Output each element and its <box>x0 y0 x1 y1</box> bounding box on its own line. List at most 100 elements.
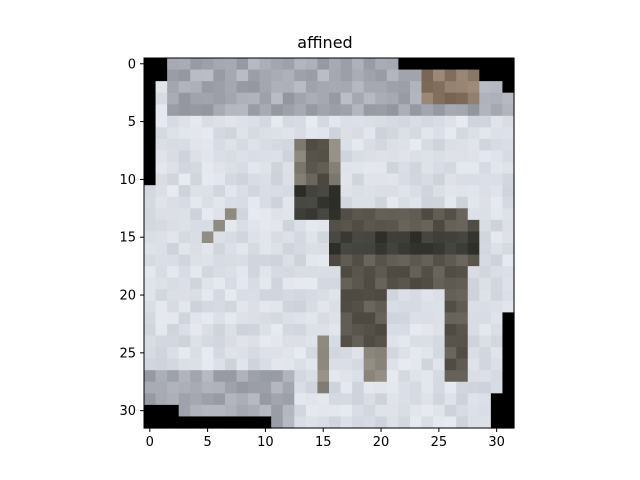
image-pixel <box>490 162 504 175</box>
image-pixel <box>144 266 157 279</box>
image-pixel <box>178 416 191 429</box>
image-pixel <box>421 81 434 94</box>
image-pixel <box>467 208 480 221</box>
image-pixel <box>190 92 203 105</box>
image-pixel <box>224 69 238 82</box>
image-pixel <box>340 138 353 152</box>
image-pixel <box>375 381 388 394</box>
image-pixel <box>352 58 365 71</box>
image-pixel <box>375 254 388 267</box>
image-pixel <box>224 254 238 267</box>
image-pixel <box>190 312 203 325</box>
image-pixel <box>433 404 446 418</box>
image-pixel <box>433 173 446 186</box>
image-pixel <box>386 347 399 360</box>
image-pixel <box>490 243 504 256</box>
image-pixel <box>224 104 238 117</box>
image-pixel <box>340 219 353 233</box>
image-pixel <box>144 127 157 140</box>
image-pixel <box>409 92 423 105</box>
image-pixel <box>352 416 365 429</box>
image-pixel <box>271 358 284 371</box>
image-pixel <box>190 243 203 256</box>
image-pixel <box>502 277 515 290</box>
image-pixel <box>467 231 480 244</box>
image-pixel <box>444 231 457 244</box>
image-pixel <box>479 196 492 209</box>
image-pixel <box>352 92 365 105</box>
image-pixel <box>502 208 515 221</box>
image-pixel <box>224 404 238 418</box>
image-pixel <box>201 381 214 394</box>
image-pixel <box>386 115 399 128</box>
image-pixel <box>201 312 214 325</box>
image-pixel <box>305 92 319 105</box>
image-pixel <box>224 393 238 406</box>
image-pixel <box>456 289 469 302</box>
image-pixel <box>282 127 295 140</box>
image-pixel <box>409 208 423 221</box>
image-pixel <box>236 254 249 267</box>
image-pixel <box>190 138 203 152</box>
image-pixel <box>144 231 157 244</box>
image-pixel <box>409 173 423 186</box>
image-pixel <box>386 254 399 267</box>
image-pixel <box>236 381 249 394</box>
image-pixel <box>155 347 168 360</box>
image-pixel <box>479 115 492 128</box>
image-pixel <box>490 92 504 105</box>
image-pixel <box>479 323 492 337</box>
image-pixel <box>178 219 191 233</box>
image-pixel <box>201 393 214 406</box>
image-pixel <box>190 416 203 429</box>
image-pixel <box>340 347 353 360</box>
image-pixel <box>421 185 434 198</box>
image-pixel <box>190 173 203 186</box>
image-pixel <box>329 277 342 290</box>
image-pixel <box>305 323 319 337</box>
image-pixel <box>467 104 480 117</box>
image-pixel <box>294 58 307 71</box>
image-pixel <box>444 347 457 360</box>
image-pixel <box>444 335 457 348</box>
image-pixel <box>178 358 191 371</box>
image-pixel <box>421 289 434 302</box>
image-pixel <box>502 231 515 244</box>
image-pixel <box>421 335 434 348</box>
image-pixel <box>294 104 307 117</box>
image-pixel <box>282 231 295 244</box>
image-pixel <box>490 58 504 71</box>
x-tick-label: 30 <box>488 435 505 450</box>
image-pixel <box>398 277 411 290</box>
image-pixel <box>329 115 342 128</box>
image-pixel <box>317 138 330 152</box>
image-pixel <box>456 150 469 163</box>
image-pixel <box>248 127 261 140</box>
image-pixel <box>178 254 191 267</box>
image-pixel <box>386 173 399 186</box>
image-pixel <box>190 150 203 163</box>
image-pixel <box>236 404 249 418</box>
image-pixel <box>444 92 457 105</box>
image-pixel <box>144 277 157 290</box>
image-pixel <box>190 289 203 302</box>
image-pixel <box>213 243 226 256</box>
image-pixel <box>340 370 353 383</box>
image-pixel <box>190 69 203 82</box>
image-pixel <box>398 173 411 186</box>
image-pixel <box>444 289 457 302</box>
image-pixel <box>444 81 457 94</box>
image-pixel <box>329 208 342 221</box>
image-pixel <box>317 300 330 313</box>
image-pixel <box>155 393 168 406</box>
image-pixel <box>155 254 168 267</box>
image-pixel <box>340 289 353 302</box>
image-pixel <box>444 254 457 267</box>
image-pixel <box>294 219 307 233</box>
image-pixel <box>409 231 423 244</box>
image-pixel <box>248 150 261 163</box>
image-pixel <box>456 312 469 325</box>
image-pixel <box>317 162 330 175</box>
image-pixel <box>386 162 399 175</box>
